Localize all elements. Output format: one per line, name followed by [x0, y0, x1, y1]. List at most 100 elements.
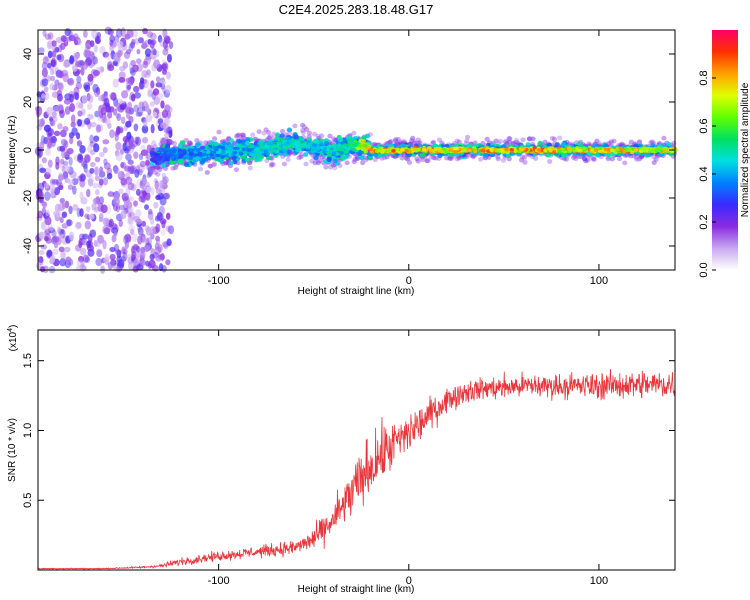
noise-blob — [125, 120, 132, 128]
spectrogram-cell — [208, 140, 215, 145]
spectrogram-cell — [477, 156, 484, 162]
spectrogram-cell — [203, 140, 209, 146]
noise-blob — [83, 49, 90, 58]
noise-blob — [125, 153, 132, 161]
noise-blob — [58, 232, 64, 239]
noise-blob — [70, 121, 76, 128]
spectrogram-cell — [502, 139, 509, 144]
noise-blob — [136, 179, 143, 189]
spectrogram-cell — [154, 165, 160, 171]
spectrogram-cell — [355, 156, 361, 161]
spectrogram-cell — [444, 155, 450, 161]
noise-blob — [44, 228, 52, 235]
spectrogram-cell — [430, 139, 437, 145]
noise-blob — [81, 94, 88, 104]
noise-blob — [47, 159, 53, 168]
spectrogram-cell — [414, 156, 420, 162]
noise-blob — [132, 265, 139, 273]
noise-blob — [74, 53, 80, 60]
noise-blob — [112, 78, 119, 88]
spectrogram-cell — [506, 136, 512, 141]
noise-blob — [69, 136, 74, 145]
noise-blob — [146, 31, 154, 38]
noise-blob — [92, 69, 100, 77]
spectrogram-cell — [212, 136, 218, 141]
noise-blob — [145, 191, 151, 201]
spectrogram-cell — [359, 155, 365, 161]
noise-blob — [164, 84, 172, 94]
noise-blob — [137, 37, 144, 44]
noise-blob — [45, 148, 52, 156]
noise-blob — [64, 246, 71, 253]
noise-blob — [94, 36, 102, 44]
noise-blob — [134, 92, 142, 99]
noise-blob — [113, 196, 120, 207]
noise-blob — [37, 182, 45, 192]
noise-blob — [64, 93, 72, 101]
spectrogram-cell — [351, 159, 357, 165]
noise-blob — [62, 144, 68, 152]
noise-blob — [130, 228, 135, 236]
noise-blob — [109, 44, 114, 52]
noise-blob — [139, 249, 146, 259]
spectrogram-cell — [236, 132, 242, 138]
noise-blob — [93, 197, 101, 205]
spectrogram-cell — [547, 159, 553, 164]
noise-blob — [160, 228, 166, 236]
noise-blob — [125, 112, 131, 119]
spectrogram-cell — [428, 154, 434, 160]
noise-blob — [143, 72, 151, 79]
noise-blob — [108, 218, 114, 228]
noise-blob — [82, 160, 88, 169]
noise-blob — [128, 225, 135, 232]
spectrogram-cell — [239, 132, 245, 138]
noise-blob — [63, 160, 69, 167]
noise-blob — [75, 81, 83, 90]
noise-blob — [130, 41, 136, 49]
noise-blob — [91, 202, 97, 211]
noise-blob — [86, 92, 91, 102]
noise-blob — [79, 173, 86, 182]
spectrogram-cell — [150, 167, 156, 173]
noise-blob — [156, 76, 161, 83]
spectrogram-cell — [609, 156, 615, 162]
noise-blob — [99, 166, 104, 174]
spectrogram-cell — [415, 158, 421, 164]
noise-blob — [129, 165, 137, 174]
noise-blob — [87, 175, 95, 185]
noise-blob — [150, 32, 157, 41]
noise-blob — [165, 225, 172, 232]
noise-blob — [46, 250, 53, 258]
noise-blob — [89, 40, 95, 48]
noise-blob — [127, 165, 135, 175]
noise-blob — [52, 248, 59, 256]
spectrogram-cell — [628, 139, 634, 145]
spectrogram-cell — [560, 141, 566, 147]
noise-blob — [135, 209, 142, 218]
noise-blob — [84, 84, 91, 93]
noise-blob — [40, 244, 48, 250]
noise-blob — [155, 256, 162, 262]
noise-blob — [161, 109, 169, 119]
spectrogram-cell — [633, 154, 639, 160]
noise-blob — [142, 235, 149, 245]
noise-blob — [141, 41, 147, 49]
spectrogram-cell — [183, 137, 189, 143]
noise-blob — [75, 61, 81, 68]
noise-blob — [120, 210, 127, 220]
spectrogram-cell — [344, 160, 350, 166]
noise-blob — [115, 125, 121, 136]
spectrogram-cell — [582, 156, 588, 162]
spectrogram-cell — [448, 152, 455, 157]
noise-blob — [109, 129, 115, 139]
noise-blob — [54, 79, 60, 86]
noise-blob — [89, 121, 97, 128]
noise-blob — [130, 183, 137, 192]
spectrogram-cell — [285, 157, 291, 163]
noise-blob — [57, 123, 63, 130]
spectrogram-cell — [596, 141, 603, 146]
spectrogram-cell — [594, 138, 600, 144]
noise-blob — [153, 201, 159, 209]
spectrogram-cell — [530, 136, 536, 142]
